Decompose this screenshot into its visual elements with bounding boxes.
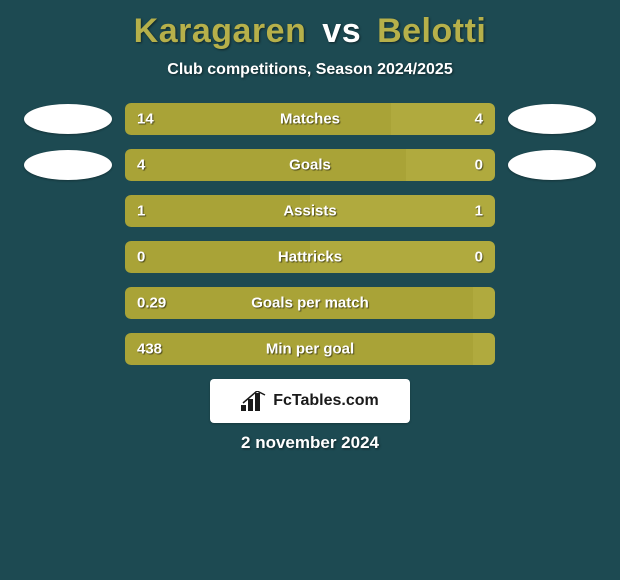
ellipse-icon: [508, 150, 596, 180]
stat-value-p2: 0: [475, 249, 483, 266]
stat-bar: 144Matches: [125, 103, 495, 135]
stat-bar-seg-p1: [125, 149, 406, 181]
title-player2: Belotti: [377, 12, 486, 50]
stat-bar-seg-p1: [125, 287, 473, 319]
stat-row: 00Hattricks: [8, 241, 612, 273]
stat-bar-seg-p1: [125, 195, 310, 227]
team-badge-left: [23, 105, 113, 133]
subtitle: Club competitions, Season 2024/2025: [8, 61, 612, 79]
stat-row: 144Matches: [8, 103, 612, 135]
comparison-card: Karagaren vs Belotti Club competitions, …: [0, 0, 620, 580]
stat-bar: 0.29Goals per match: [125, 287, 495, 319]
stat-bar-seg-p2: [473, 287, 495, 319]
stat-value-p2: 0: [475, 157, 483, 174]
stat-value-p2: 1: [475, 203, 483, 220]
stat-value-p1: 0: [137, 249, 145, 266]
fctables-logo-icon: [241, 391, 267, 411]
ellipse-icon: [24, 150, 112, 180]
stat-bar: 40Goals: [125, 149, 495, 181]
stat-bar-seg-p2: [310, 195, 495, 227]
stat-bar: 00Hattricks: [125, 241, 495, 273]
team-badge-left: [23, 151, 113, 179]
site-badge[interactable]: FcTables.com: [210, 379, 410, 423]
title-vs: vs: [322, 12, 361, 50]
ellipse-icon: [508, 104, 596, 134]
stat-bar-seg-p1: [125, 241, 310, 273]
stat-row: 0.29Goals per match: [8, 287, 612, 319]
stat-row: 40Goals: [8, 149, 612, 181]
page-title: Karagaren vs Belotti: [8, 12, 612, 51]
team-badge-right: [507, 151, 597, 179]
stat-value-p1: 438: [137, 341, 162, 358]
stat-bar-seg-p2: [473, 333, 495, 365]
stat-bar-seg-p1: [125, 333, 473, 365]
stat-value-p1: 0.29: [137, 295, 166, 312]
stats-container: 144Matches40Goals11Assists00Hattricks0.2…: [8, 103, 612, 365]
stat-row: 11Assists: [8, 195, 612, 227]
stat-bar: 11Assists: [125, 195, 495, 227]
stat-bar: 438Min per goal: [125, 333, 495, 365]
footer-date: 2 november 2024: [8, 433, 612, 453]
stat-bar-seg-p1: [125, 103, 391, 135]
team-badge-right: [507, 105, 597, 133]
stat-value-p1: 4: [137, 157, 145, 174]
title-player1: Karagaren: [134, 12, 307, 50]
ellipse-icon: [24, 104, 112, 134]
stat-row: 438Min per goal: [8, 333, 612, 365]
stat-bar-seg-p2: [310, 241, 495, 273]
stat-value-p1: 1: [137, 203, 145, 220]
site-badge-label: FcTables.com: [273, 392, 379, 410]
stat-value-p2: 4: [475, 111, 483, 128]
stat-value-p1: 14: [137, 111, 154, 128]
